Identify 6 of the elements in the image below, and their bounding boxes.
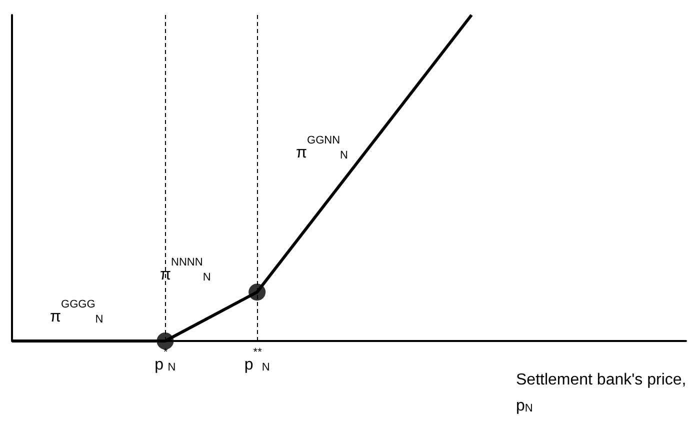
annotation: πNNNNN bbox=[160, 256, 211, 284]
annotation: πGGNNN bbox=[296, 134, 348, 162]
annotation: πGGGGN bbox=[50, 298, 104, 326]
x-axis-title: Settlement bank's price, pN bbox=[516, 372, 686, 414]
x-tick-label: p*N bbox=[154, 346, 176, 374]
x-tick-label: p**N bbox=[244, 346, 270, 374]
